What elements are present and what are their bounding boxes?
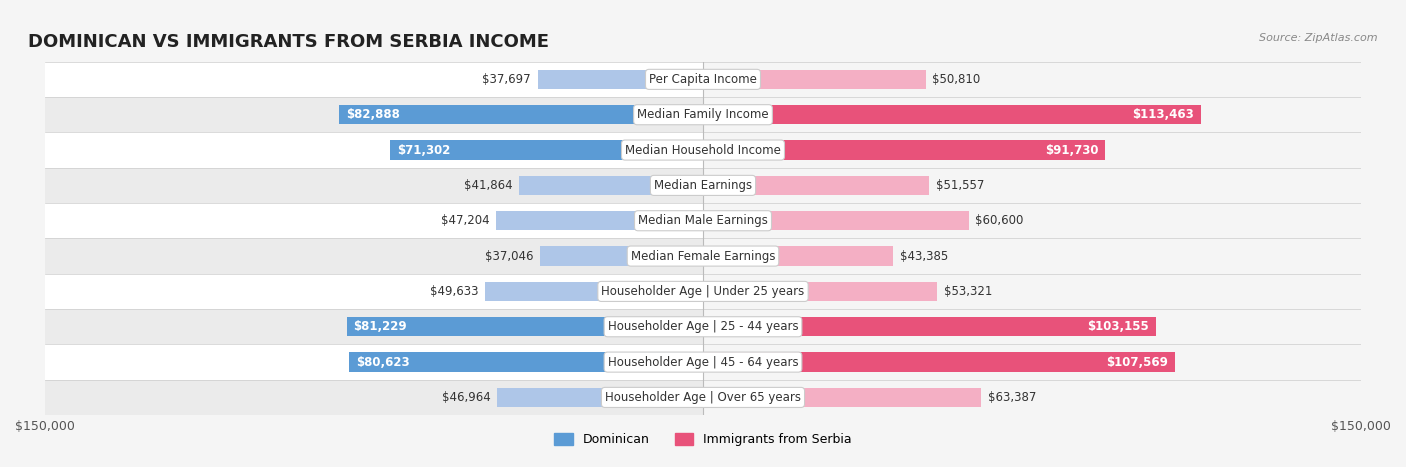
Bar	[339, 105, 703, 124]
Bar	[45, 309, 703, 345]
Text: DOMINICAN VS IMMIGRANTS FROM SERBIA INCOME: DOMINICAN VS IMMIGRANTS FROM SERBIA INCO…	[28, 33, 550, 51]
Text: $50,810: $50,810	[932, 73, 981, 86]
Bar	[45, 274, 703, 309]
Bar	[703, 176, 929, 195]
Bar	[540, 247, 703, 266]
Bar	[45, 380, 703, 415]
Bar	[519, 176, 703, 195]
Text: $37,046: $37,046	[485, 249, 534, 262]
Text: $41,864: $41,864	[464, 179, 513, 192]
Bar	[45, 97, 703, 132]
Text: $51,557: $51,557	[936, 179, 984, 192]
Legend: Dominican, Immigrants from Serbia: Dominican, Immigrants from Serbia	[548, 428, 858, 451]
Text: $49,633: $49,633	[430, 285, 478, 298]
Bar	[391, 140, 703, 160]
Text: $60,600: $60,600	[976, 214, 1024, 227]
Bar	[703, 70, 927, 89]
Text: Median Household Income: Median Household Income	[626, 143, 780, 156]
Text: $37,697: $37,697	[482, 73, 531, 86]
Text: Householder Age | Over 65 years: Householder Age | Over 65 years	[605, 391, 801, 404]
Bar	[703, 282, 936, 301]
Text: Median Male Earnings: Median Male Earnings	[638, 214, 768, 227]
Bar	[349, 353, 703, 372]
Text: Householder Age | 45 - 64 years: Householder Age | 45 - 64 years	[607, 355, 799, 368]
Text: $53,321: $53,321	[943, 285, 991, 298]
Bar	[703, 140, 1105, 160]
Text: Householder Age | Under 25 years: Householder Age | Under 25 years	[602, 285, 804, 298]
Bar	[703, 247, 893, 266]
Text: $82,888: $82,888	[346, 108, 399, 121]
Text: $91,730: $91,730	[1045, 143, 1099, 156]
Text: $80,623: $80,623	[356, 355, 409, 368]
Bar	[537, 70, 703, 89]
Bar	[45, 168, 703, 203]
Text: Median Female Earnings: Median Female Earnings	[631, 249, 775, 262]
Text: Per Capita Income: Per Capita Income	[650, 73, 756, 86]
Text: $63,387: $63,387	[987, 391, 1036, 404]
Text: $47,204: $47,204	[440, 214, 489, 227]
Text: $103,155: $103,155	[1087, 320, 1149, 333]
Text: $46,964: $46,964	[441, 391, 491, 404]
Bar	[703, 317, 1156, 336]
Bar	[703, 105, 1201, 124]
Text: Source: ZipAtlas.com: Source: ZipAtlas.com	[1260, 33, 1378, 42]
Text: $71,302: $71,302	[396, 143, 450, 156]
Text: $43,385: $43,385	[900, 249, 948, 262]
Bar	[45, 62, 703, 97]
Text: $113,463: $113,463	[1132, 108, 1194, 121]
Bar	[45, 345, 703, 380]
Bar	[45, 132, 703, 168]
Bar	[45, 238, 703, 274]
Bar	[703, 353, 1175, 372]
Text: Householder Age | 25 - 44 years: Householder Age | 25 - 44 years	[607, 320, 799, 333]
Bar	[496, 211, 703, 230]
Bar	[485, 282, 703, 301]
Text: $81,229: $81,229	[353, 320, 406, 333]
Bar	[496, 388, 703, 407]
Text: $107,569: $107,569	[1107, 355, 1168, 368]
Bar	[45, 203, 703, 238]
Bar	[703, 388, 981, 407]
Text: Median Earnings: Median Earnings	[654, 179, 752, 192]
Text: Median Family Income: Median Family Income	[637, 108, 769, 121]
Bar	[703, 211, 969, 230]
Bar	[347, 317, 703, 336]
